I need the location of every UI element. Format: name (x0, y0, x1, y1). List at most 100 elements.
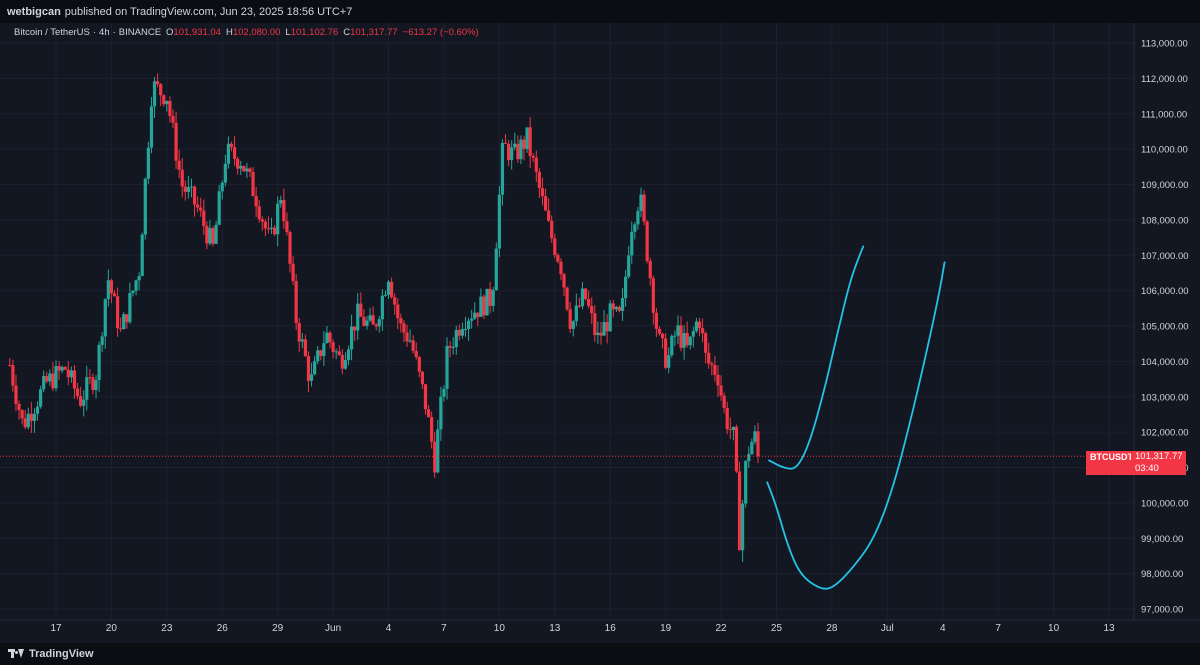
candle-body[interactable] (282, 200, 286, 222)
candle-body[interactable] (476, 312, 480, 317)
candle-body[interactable] (390, 281, 394, 298)
candle-body[interactable] (620, 298, 625, 311)
candle-body[interactable] (716, 374, 720, 386)
candle-body[interactable] (571, 321, 575, 329)
candle-body[interactable] (365, 320, 369, 326)
candle-body[interactable] (417, 357, 421, 372)
candle-body[interactable] (309, 374, 314, 381)
candle-body[interactable] (217, 191, 221, 225)
candle-body[interactable] (408, 340, 412, 342)
candle-body[interactable] (32, 413, 37, 421)
candle-body[interactable] (630, 231, 634, 256)
candle-body[interactable] (423, 384, 428, 410)
candle-body[interactable] (519, 139, 523, 160)
candle-body[interactable] (362, 316, 366, 326)
tradingview-logo-icon[interactable] (8, 649, 24, 659)
candle-body[interactable] (679, 325, 683, 348)
candle-body[interactable] (159, 84, 163, 96)
candle-body[interactable] (756, 431, 760, 457)
price-chart[interactable]: 97,000.0098,000.0099,000.00100,000.00101… (0, 23, 1200, 643)
candle-body[interactable] (753, 431, 757, 442)
candle-body[interactable] (380, 295, 384, 320)
candle-body[interactable] (645, 221, 649, 262)
projection-curve-drawing[interactable] (766, 261, 946, 590)
candle-body[interactable] (202, 210, 206, 226)
candle-body[interactable] (559, 261, 563, 275)
candle-body[interactable] (66, 369, 70, 378)
candle-body[interactable] (106, 280, 110, 300)
candle-body[interactable] (128, 293, 132, 323)
candle-body[interactable] (488, 288, 492, 306)
footer-brand[interactable]: TradingView (29, 648, 94, 660)
candle-body[interactable] (405, 332, 409, 342)
candle-body[interactable] (747, 454, 751, 462)
candle-body[interactable] (433, 441, 437, 473)
candle-body[interactable] (667, 355, 671, 368)
candle-body[interactable] (685, 333, 689, 346)
candle-body[interactable] (466, 320, 471, 330)
candle-body[interactable] (165, 100, 169, 105)
candle-body[interactable] (88, 377, 92, 379)
candle-body[interactable] (63, 367, 67, 370)
candle-body[interactable] (682, 333, 686, 348)
candle-body[interactable] (97, 344, 101, 381)
candle-body[interactable] (442, 388, 446, 397)
candle-body[interactable] (460, 329, 465, 336)
candle-body[interactable] (180, 169, 184, 187)
candle-body[interactable] (676, 325, 680, 336)
candle-body[interactable] (550, 220, 554, 239)
candle-body[interactable] (540, 188, 545, 197)
candle-body[interactable] (171, 115, 175, 123)
candle-body[interactable] (109, 280, 114, 294)
candle-body[interactable] (617, 306, 622, 311)
candle-body[interactable] (134, 280, 138, 291)
candle-body[interactable] (11, 365, 15, 386)
candle-body[interactable] (485, 288, 489, 316)
candle-body[interactable] (223, 163, 227, 183)
candle-body[interactable] (211, 228, 215, 244)
candle-body[interactable] (728, 429, 732, 431)
candle-body[interactable] (599, 332, 603, 336)
candle-body[interactable] (146, 147, 150, 179)
candle-body[interactable] (497, 194, 501, 249)
candle-body[interactable] (149, 106, 154, 148)
candle-body[interactable] (8, 364, 12, 366)
candle-body[interactable] (349, 326, 354, 350)
candle-body[interactable] (420, 371, 424, 385)
candle-body[interactable] (562, 274, 566, 288)
candle-body[interactable] (547, 210, 551, 221)
candle-body[interactable] (337, 351, 341, 356)
candle-body[interactable] (359, 303, 363, 317)
candle-body[interactable] (744, 461, 748, 504)
candle-body[interactable] (100, 336, 104, 345)
candle-body[interactable] (722, 395, 726, 408)
candle-body[interactable] (60, 367, 64, 371)
candle-body[interactable] (125, 314, 129, 323)
candle-body[interactable] (91, 377, 95, 391)
candle-body[interactable] (14, 385, 18, 404)
candle-body[interactable] (430, 417, 434, 442)
candle-body[interactable] (186, 187, 190, 192)
candle-body[interactable] (346, 349, 351, 361)
candle-body[interactable] (273, 227, 277, 235)
candle-body[interactable] (590, 306, 594, 314)
candle-body[interactable] (553, 238, 557, 256)
candle-body[interactable] (152, 81, 157, 107)
candle-body[interactable] (140, 234, 144, 277)
candle-body[interactable] (353, 326, 357, 331)
candle-body[interactable] (279, 200, 283, 204)
candle-body[interactable] (162, 95, 166, 105)
candle-body[interactable] (568, 309, 572, 329)
candle-body[interactable] (69, 370, 73, 378)
candle-body[interactable] (507, 143, 511, 161)
candle-body[interactable] (29, 413, 33, 421)
candle-body[interactable] (439, 396, 443, 430)
candle-body[interactable] (642, 194, 646, 222)
candle-body[interactable] (577, 305, 582, 307)
candle-body[interactable] (214, 224, 218, 244)
candle-body[interactable] (670, 336, 674, 356)
publisher-name[interactable]: wetbigcan (7, 5, 61, 18)
candle-body[interactable] (522, 139, 526, 149)
candle-body[interactable] (368, 315, 372, 321)
candle-body[interactable] (254, 196, 258, 207)
